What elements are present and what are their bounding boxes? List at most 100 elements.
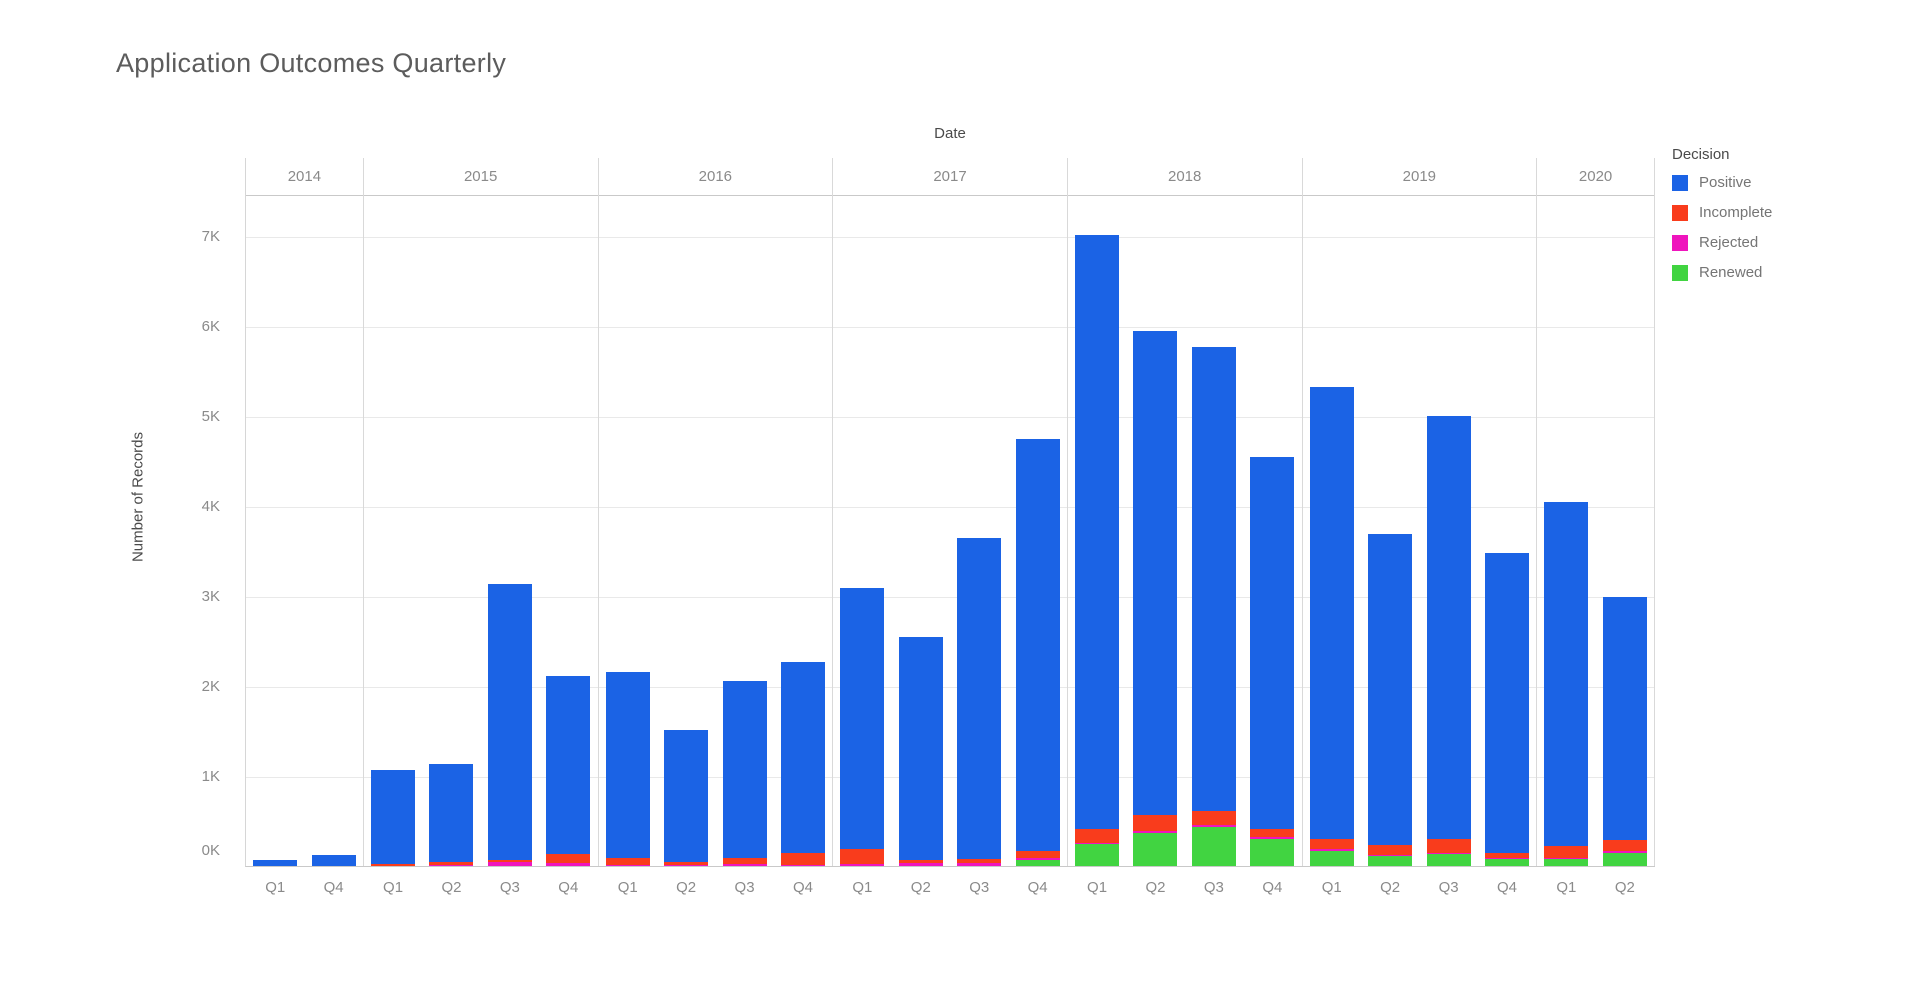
bar-segment-positive-2014-Q4[interactable]	[311, 855, 356, 866]
stacked-bar-2017-Q2[interactable]	[898, 637, 943, 866]
bar-segment-rejected-2015-Q2[interactable]	[429, 865, 474, 866]
bar-segment-renewed-2019-Q4[interactable]	[1484, 858, 1529, 866]
bar-segment-rejected-2019-Q1[interactable]	[1309, 848, 1354, 851]
bar-segment-positive-2015-Q2[interactable]	[429, 764, 474, 863]
bar-segment-incomplete-2018-Q2[interactable]	[1133, 814, 1178, 831]
bar-segment-incomplete-2018-Q4[interactable]	[1250, 829, 1295, 838]
stacked-bar-2017-Q4[interactable]	[1015, 438, 1060, 866]
bar-segment-renewed-2018-Q3[interactable]	[1191, 827, 1236, 866]
bar-segment-rejected-2015-Q3[interactable]	[487, 861, 532, 866]
bar-segment-incomplete-2017-Q4[interactable]	[1015, 850, 1060, 858]
stacked-bar-2018-Q3[interactable]	[1191, 346, 1236, 866]
bar-segment-positive-2018-Q4[interactable]	[1250, 456, 1295, 830]
stacked-bar-2016-Q2[interactable]	[664, 730, 709, 866]
bar-segment-rejected-2020-Q1[interactable]	[1544, 857, 1589, 859]
bar-segment-positive-2016-Q3[interactable]	[722, 680, 767, 858]
bar-segment-rejected-2016-Q1[interactable]	[605, 865, 650, 866]
bar-segment-renewed-2018-Q2[interactable]	[1133, 832, 1178, 866]
bar-segment-renewed-2019-Q3[interactable]	[1426, 854, 1471, 866]
bar-segment-positive-2014-Q1[interactable]	[253, 859, 298, 866]
bar-segment-incomplete-2019-Q2[interactable]	[1368, 845, 1413, 856]
bar-segment-positive-2018-Q3[interactable]	[1191, 346, 1236, 812]
bar-segment-incomplete-2017-Q1[interactable]	[840, 848, 885, 865]
bar-segment-rejected-2015-Q4[interactable]	[546, 863, 591, 866]
stacked-bar-2017-Q3[interactable]	[957, 537, 1002, 866]
bar-segment-positive-2015-Q1[interactable]	[371, 769, 416, 865]
bar-segment-renewed-2020-Q2[interactable]	[1602, 852, 1647, 866]
stacked-bar-2018-Q4[interactable]	[1250, 456, 1295, 866]
bar-segment-incomplete-2019-Q1[interactable]	[1309, 839, 1354, 849]
bar-segment-incomplete-2019-Q3[interactable]	[1426, 839, 1471, 853]
bar-segment-incomplete-2016-Q4[interactable]	[780, 852, 825, 866]
bar-segment-rejected-2018-Q4[interactable]	[1250, 837, 1295, 839]
bar-segment-incomplete-2015-Q3[interactable]	[487, 859, 532, 862]
bar-segment-incomplete-2016-Q3[interactable]	[722, 857, 767, 865]
bar-segment-positive-2015-Q4[interactable]	[546, 676, 591, 855]
bar-segment-positive-2019-Q1[interactable]	[1309, 387, 1354, 840]
bar-segment-positive-2018-Q2[interactable]	[1133, 330, 1178, 815]
bar-segment-renewed-2020-Q1[interactable]	[1544, 858, 1589, 866]
stacked-bar-2016-Q1[interactable]	[605, 671, 650, 866]
stacked-bar-2015-Q3[interactable]	[487, 584, 532, 866]
bar-segment-rejected-2019-Q3[interactable]	[1426, 852, 1471, 855]
bar-segment-renewed-2019-Q2[interactable]	[1368, 856, 1413, 866]
legend-item-incomplete[interactable]: Incomplete	[1672, 204, 1902, 221]
bar-segment-rejected-2020-Q2[interactable]	[1602, 850, 1647, 853]
bar-segment-rejected-2017-Q2[interactable]	[898, 863, 943, 866]
bar-segment-rejected-2018-Q2[interactable]	[1133, 830, 1178, 833]
stacked-bar-2014-Q4[interactable]	[311, 855, 356, 866]
stacked-bar-2019-Q2[interactable]	[1368, 533, 1413, 866]
bar-segment-incomplete-2016-Q2[interactable]	[664, 862, 709, 866]
stacked-bar-2015-Q2[interactable]	[429, 764, 474, 866]
bar-segment-rejected-2019-Q4[interactable]	[1484, 857, 1529, 859]
bar-segment-positive-2015-Q3[interactable]	[487, 584, 532, 860]
bar-segment-rejected-2018-Q1[interactable]	[1075, 842, 1120, 845]
bar-segment-positive-2017-Q1[interactable]	[840, 587, 885, 849]
bar-segment-rejected-2016-Q4[interactable]	[780, 865, 825, 866]
bar-segment-positive-2020-Q2[interactable]	[1602, 596, 1647, 840]
bar-segment-incomplete-2018-Q3[interactable]	[1191, 811, 1236, 825]
stacked-bar-2019-Q1[interactable]	[1309, 387, 1354, 866]
stacked-bar-2016-Q4[interactable]	[780, 661, 825, 866]
bar-segment-incomplete-2015-Q2[interactable]	[429, 862, 474, 866]
stacked-bar-2014-Q1[interactable]	[253, 859, 298, 866]
bar-segment-renewed-2017-Q4[interactable]	[1015, 859, 1060, 866]
stacked-bar-2015-Q1[interactable]	[371, 769, 416, 866]
bar-segment-incomplete-2020-Q1[interactable]	[1544, 846, 1589, 858]
bar-segment-positive-2016-Q1[interactable]	[605, 671, 650, 858]
bar-segment-positive-2018-Q1[interactable]	[1075, 235, 1120, 830]
bar-segment-incomplete-2018-Q1[interactable]	[1075, 829, 1120, 843]
stacked-bar-2016-Q3[interactable]	[722, 680, 767, 866]
bar-segment-renewed-2018-Q1[interactable]	[1075, 844, 1120, 866]
stacked-bar-2020-Q2[interactable]	[1602, 596, 1647, 866]
stacked-bar-2019-Q3[interactable]	[1426, 416, 1471, 866]
bar-segment-rejected-2017-Q1[interactable]	[840, 864, 885, 866]
bar-segment-renewed-2018-Q4[interactable]	[1250, 839, 1295, 866]
bar-segment-rejected-2018-Q3[interactable]	[1191, 824, 1236, 828]
bar-segment-positive-2016-Q2[interactable]	[664, 730, 709, 863]
stacked-bar-2018-Q2[interactable]	[1133, 330, 1178, 866]
bar-segment-positive-2017-Q4[interactable]	[1015, 438, 1060, 851]
bar-segment-positive-2016-Q4[interactable]	[780, 661, 825, 853]
legend-item-positive[interactable]: Positive	[1672, 174, 1902, 191]
stacked-bar-2020-Q1[interactable]	[1544, 502, 1589, 866]
bar-segment-positive-2019-Q4[interactable]	[1484, 552, 1529, 854]
bar-segment-positive-2019-Q3[interactable]	[1426, 416, 1471, 840]
bar-segment-rejected-2017-Q4[interactable]	[1015, 857, 1060, 860]
bar-segment-positive-2019-Q2[interactable]	[1368, 533, 1413, 846]
stacked-bar-2019-Q4[interactable]	[1484, 552, 1529, 866]
bar-segment-incomplete-2019-Q4[interactable]	[1484, 853, 1529, 858]
bar-segment-positive-2020-Q1[interactable]	[1544, 502, 1589, 847]
legend-item-rejected[interactable]: Rejected	[1672, 234, 1902, 251]
bar-segment-rejected-2016-Q3[interactable]	[722, 864, 767, 866]
bar-segment-rejected-2016-Q2[interactable]	[664, 865, 709, 866]
legend-item-renewed[interactable]: Renewed	[1672, 264, 1902, 281]
bar-segment-renewed-2019-Q1[interactable]	[1309, 850, 1354, 866]
bar-segment-incomplete-2015-Q4[interactable]	[546, 854, 591, 864]
bar-segment-rejected-2017-Q3[interactable]	[957, 863, 1002, 866]
bar-segment-positive-2017-Q2[interactable]	[898, 637, 943, 860]
stacked-bar-2018-Q1[interactable]	[1075, 235, 1120, 866]
stacked-bar-2015-Q4[interactable]	[546, 676, 591, 866]
bar-segment-incomplete-2016-Q1[interactable]	[605, 857, 650, 866]
bar-segment-incomplete-2020-Q2[interactable]	[1602, 839, 1647, 851]
